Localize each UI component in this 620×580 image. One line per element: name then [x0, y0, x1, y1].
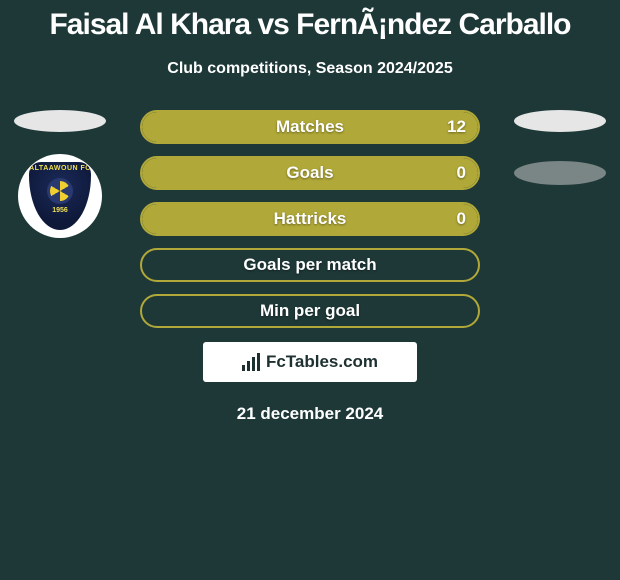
stat-pill: Matches 12	[140, 110, 480, 144]
date-text: 21 december 2024	[237, 404, 384, 424]
club-year: 1956	[52, 207, 68, 214]
stats-column: Matches 12 Goals 0 Hattricks 0 Goals per match…	[120, 110, 500, 328]
stat-label: Min per goal	[260, 301, 360, 321]
player-left-ellipse	[14, 110, 106, 132]
infographic-root: Faisal Al Khara vs FernÃ¡ndez Carballo C…	[0, 0, 620, 424]
player-right-ellipse	[514, 110, 606, 132]
stat-value: 0	[457, 163, 466, 183]
right-column	[500, 110, 620, 185]
chart-icon	[242, 353, 260, 371]
stat-label: Goals	[286, 163, 333, 183]
stat-pill: Hattricks 0	[140, 202, 480, 236]
stat-value: 12	[447, 117, 466, 137]
stat-pill: Goals per match	[140, 248, 480, 282]
watermark-text: FcTables.com	[266, 352, 378, 372]
subtitle: Club competitions, Season 2024/2025	[167, 60, 452, 78]
player-right-shadow	[514, 161, 606, 185]
watermark-box: FcTables.com	[203, 342, 417, 382]
club-shield: ALTAAWOUN FC 1956	[29, 162, 91, 230]
club-badge-left: ALTAAWOUN FC 1956	[18, 154, 102, 238]
left-column: ALTAAWOUN FC 1956	[0, 110, 120, 238]
stat-label: Goals per match	[243, 255, 376, 275]
club-ball-icon	[47, 178, 73, 204]
stat-label: Matches	[276, 117, 344, 137]
stat-pill: Min per goal	[140, 294, 480, 328]
club-name-text: ALTAAWOUN FC	[29, 165, 91, 172]
stat-label: Hattricks	[274, 209, 347, 229]
stat-pill: Goals 0	[140, 156, 480, 190]
stat-value: 0	[457, 209, 466, 229]
stats-area: ALTAAWOUN FC 1956 Matches12Goals0Hattric…	[0, 110, 620, 328]
page-title: Faisal Al Khara vs FernÃ¡ndez Carballo	[49, 8, 570, 42]
